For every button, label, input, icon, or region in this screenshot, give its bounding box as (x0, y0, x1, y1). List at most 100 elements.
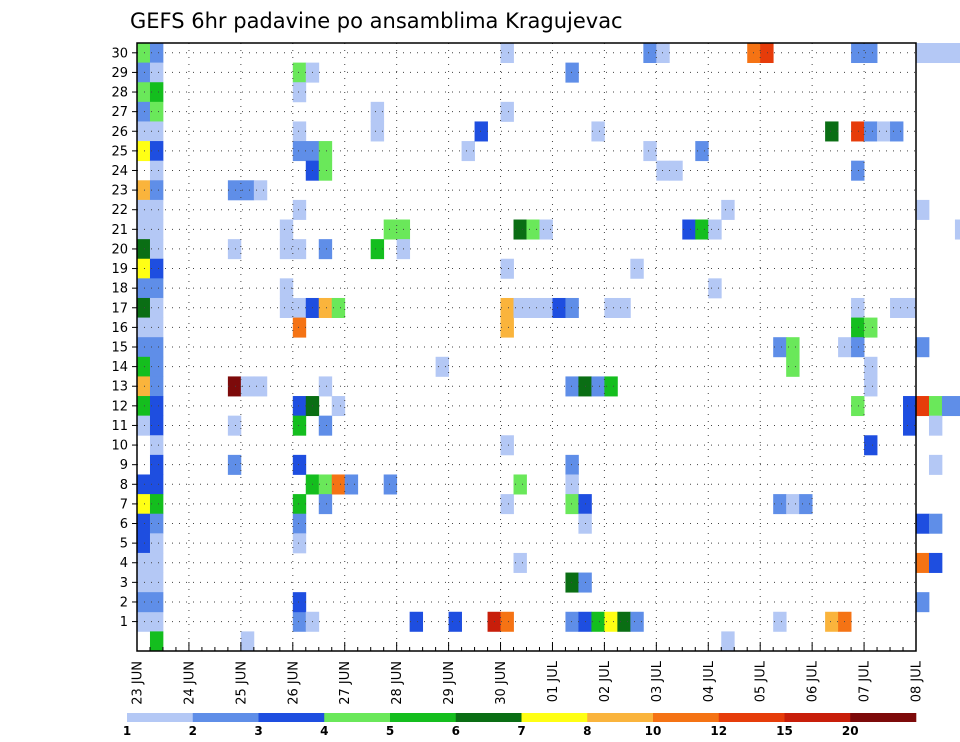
precip-cell (149, 572, 164, 593)
precip-cell (383, 474, 398, 495)
colorbar-swatch (521, 713, 588, 722)
x-tick-label: 26 JUN (286, 661, 301, 705)
precip-cell (604, 376, 618, 397)
precip-cell (370, 121, 385, 142)
x-tick-label: 07 JUL (858, 660, 873, 702)
precip-cell (604, 611, 618, 632)
precip-cell (137, 552, 151, 573)
precip-cell (903, 396, 917, 417)
precip-cell (279, 278, 294, 299)
x-tick-label: 25 JUN (234, 661, 249, 705)
precip-cell (825, 611, 839, 632)
precip-cell (149, 356, 164, 377)
precip-cell (240, 180, 255, 201)
precip-cell (137, 337, 151, 358)
precip-cell (928, 43, 943, 64)
precip-cell (292, 82, 307, 103)
colorbar-label: 1 (123, 724, 131, 738)
precip-cell (149, 552, 164, 573)
y-tick-label: 10 (111, 439, 128, 454)
precip-cell (149, 592, 164, 613)
precip-cell (227, 376, 242, 397)
y-tick-label: 3 (120, 576, 128, 591)
precip-cell (318, 376, 333, 397)
precip-cell (331, 396, 346, 417)
x-tick-label: 23 JUN (131, 661, 146, 705)
x-tick-label: 28 JUN (390, 661, 405, 705)
x-tick-label: 08 JUL (910, 660, 925, 702)
precip-cell (864, 435, 878, 456)
y-tick-label: 27 (111, 105, 128, 120)
precip-cell (864, 43, 878, 64)
precip-cell (565, 376, 579, 397)
precip-cell (630, 611, 644, 632)
y-tick-label: 26 (111, 125, 128, 140)
y-tick-label: 14 (111, 360, 128, 375)
precip-cell (565, 611, 579, 632)
precip-cell (149, 611, 164, 632)
precip-cell (331, 474, 346, 495)
precip-cell (500, 43, 514, 64)
precip-cell (461, 141, 475, 162)
colorbar-label: 10 (645, 724, 662, 738)
precip-cell (617, 611, 631, 632)
precip-cell (292, 141, 307, 162)
precip-cell (292, 396, 307, 417)
precip-cell (851, 160, 865, 181)
precip-cell (137, 219, 151, 240)
y-tick-label: 6 (120, 517, 128, 532)
precip-cell (656, 160, 670, 181)
precip-cell (864, 356, 878, 377)
precip-cell (292, 121, 307, 142)
precip-cell (149, 278, 164, 299)
colorbar-swatch (455, 713, 522, 722)
precip-cell (513, 297, 527, 318)
y-tick-label: 24 (111, 164, 128, 179)
colorbar-swatch (718, 713, 785, 722)
precip-cell (149, 317, 164, 338)
precip-cell (565, 572, 579, 593)
x-tick-label: 24 JUN (182, 661, 197, 705)
y-tick-label: 20 (111, 242, 128, 257)
precip-cell (928, 415, 943, 436)
precip-cell (292, 239, 307, 260)
x-tick-label: 30 JUN (494, 661, 509, 705)
precip-cell (526, 219, 540, 240)
precip-cell (331, 297, 346, 318)
precip-cell (928, 552, 943, 573)
precip-cell (591, 121, 605, 142)
precip-cell (877, 121, 891, 142)
y-tick-label: 7 (120, 497, 128, 512)
precip-cell (474, 121, 488, 142)
precip-cell (435, 356, 449, 377)
precip-cell (786, 356, 800, 377)
precip-cell (292, 454, 307, 475)
precip-cell (708, 278, 722, 299)
colorbar-label: 3 (254, 724, 262, 738)
precip-cell (137, 141, 151, 162)
colorbar-label: 5 (386, 724, 394, 738)
precip-cell (773, 611, 787, 632)
precip-cell (227, 415, 242, 436)
precip-cell (292, 415, 307, 436)
colorbar-label: 6 (452, 724, 460, 738)
precip-cell (903, 415, 917, 436)
precip-cell (916, 396, 930, 417)
precip-cell (773, 494, 787, 515)
precip-cell (149, 141, 164, 162)
colorbar: 1 2 3 4 5 6 7 8 10 12 15 20 (123, 713, 917, 738)
precip-cell (318, 494, 333, 515)
x-tick-label: 05 JUL (754, 660, 769, 702)
precip-cell (656, 43, 670, 64)
precip-cell (565, 62, 579, 83)
precip-cell (292, 533, 307, 554)
x-tick-label: 06 JUL (806, 660, 821, 702)
precip-cell (916, 199, 930, 220)
precip-cell (565, 474, 579, 495)
colorbar-label: 12 (710, 724, 727, 738)
precip-cell (591, 376, 605, 397)
precip-cell (604, 297, 618, 318)
precip-cell (292, 592, 307, 613)
precip-cell (227, 454, 242, 475)
